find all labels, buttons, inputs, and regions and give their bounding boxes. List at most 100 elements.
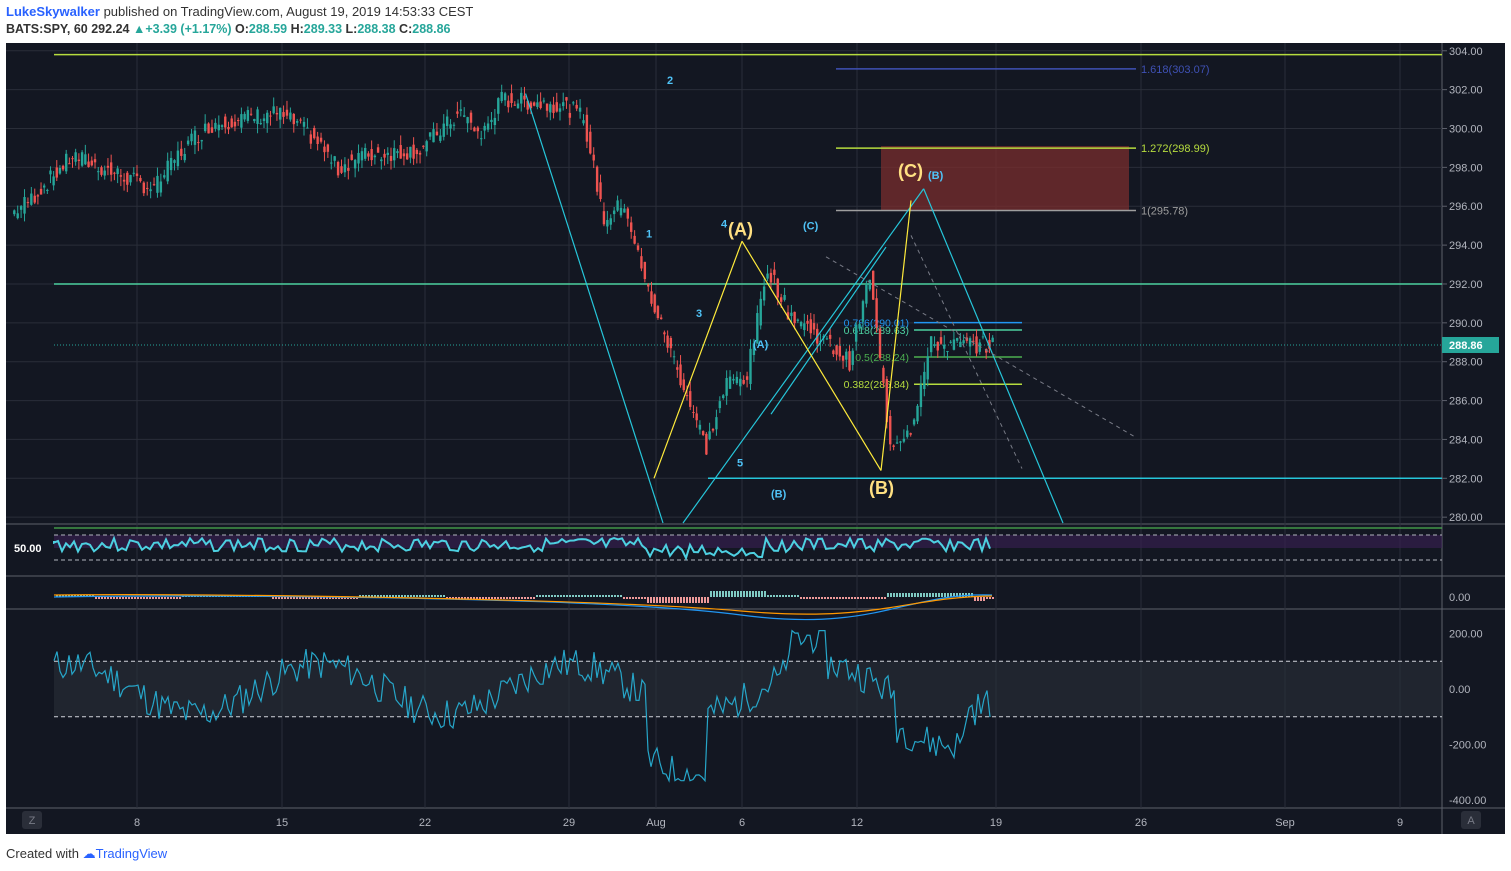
candle-body: [456, 111, 459, 114]
candle-body: [442, 123, 445, 137]
macd-histogram-bar: [365, 595, 367, 597]
candle-body: [539, 101, 542, 109]
candle-body: [353, 159, 357, 169]
candle-body: [77, 159, 81, 161]
macd-histogram-bar: [122, 597, 124, 599]
candle-body: [486, 123, 490, 130]
macd-histogram-bar: [719, 591, 721, 597]
tradingview-link[interactable]: TradingView: [95, 846, 168, 861]
candle-body: [285, 109, 289, 116]
zoom-button[interactable]: [22, 811, 42, 829]
candle-body: [343, 164, 347, 173]
macd-histogram-bar: [941, 593, 943, 597]
macd-histogram-bar: [533, 597, 535, 599]
candle-body: [825, 338, 829, 340]
candle-body: [313, 128, 316, 139]
macd-histogram-bar: [350, 597, 352, 599]
macd-histogram-bar: [863, 597, 865, 599]
macd-histogram-bar: [779, 595, 781, 597]
candle-body: [415, 149, 419, 155]
projection-line: [825, 256, 1137, 438]
candle-body: [336, 162, 340, 176]
candle-body: [902, 438, 906, 442]
candle-body: [679, 364, 682, 386]
macd-histogram-bar: [104, 597, 106, 599]
last-price-label: 288.86: [1449, 340, 1483, 352]
macd-histogram-bar: [452, 597, 454, 599]
macd-histogram-bar: [785, 595, 787, 597]
macd-histogram-bar: [806, 597, 808, 599]
candle-body: [166, 160, 169, 182]
macd-histogram-bar: [788, 595, 790, 597]
candle-body: [972, 340, 975, 342]
macd-histogram-bar: [689, 597, 691, 603]
candle-body: [762, 286, 766, 301]
macd-histogram-bar: [677, 597, 679, 603]
macd-histogram-bar: [302, 597, 304, 599]
candle-body: [299, 119, 302, 121]
macd-histogram-bar: [356, 597, 358, 599]
macd-histogram-bar: [929, 593, 931, 597]
candle-body: [962, 340, 965, 344]
macd-histogram-bar: [167, 597, 169, 599]
macd-histogram-bar: [569, 595, 571, 597]
candle-body: [692, 411, 695, 413]
candle-body: [233, 121, 237, 127]
candle-body: [319, 137, 323, 142]
price-chart[interactable]: 8 15 22 29 Aug 6 12 19 26 Sep 9304.00302.00300.002…: [6, 43, 1505, 834]
macd-histogram-bar: [479, 597, 481, 599]
macd-histogram-bar: [305, 597, 307, 599]
macd-histogram-bar: [116, 597, 118, 599]
macd-histogram-bar: [110, 597, 112, 599]
cci-line: [53, 629, 991, 783]
candle-body: [249, 113, 253, 115]
macd-histogram-bar: [500, 597, 502, 599]
candle-body: [946, 350, 949, 352]
macd-histogram-bar: [842, 597, 844, 599]
macd-histogram-bar: [416, 595, 418, 597]
author-link[interactable]: LukeSkywalker: [6, 4, 100, 19]
macd-histogram-bar: [977, 597, 979, 601]
candle-body: [146, 187, 149, 189]
cci-tick-label: 0.00: [1449, 684, 1470, 696]
macd-histogram-bar: [458, 597, 460, 599]
macd-histogram-bar: [494, 597, 496, 599]
auto-scale-button[interactable]: [1461, 811, 1481, 829]
y-tick-label: 300.00: [1449, 124, 1483, 136]
macd-histogram-bar: [62, 595, 64, 597]
macd-histogram-bar: [614, 595, 616, 597]
candle-body: [752, 343, 756, 356]
candle-body: [449, 124, 452, 129]
candle-body: [565, 97, 568, 101]
macd-histogram-bar: [716, 591, 718, 597]
candle-body: [236, 119, 240, 121]
candle-body: [513, 104, 516, 106]
candle-body: [926, 356, 929, 380]
candle-body: [555, 102, 558, 112]
wave-label-cyan: 1: [646, 228, 652, 240]
candle-body: [875, 298, 878, 328]
candle-body: [469, 112, 473, 123]
macd-histogram-bar: [332, 597, 334, 599]
macd-histogram-bar: [686, 597, 688, 603]
ohlc-line: BATS:SPY, 60 292.24 ▲+3.39 (+1.17%) O:28…: [6, 22, 451, 36]
macd-histogram-bar: [482, 597, 484, 599]
y-tick-label: 294.00: [1449, 240, 1483, 252]
candle-body: [176, 150, 180, 167]
macd-histogram-bar: [329, 597, 331, 599]
candle-body: [61, 165, 65, 170]
candle-body: [609, 218, 612, 225]
macd-histogram-bar: [896, 593, 898, 597]
candle-body: [190, 133, 193, 142]
wave-label-cyan: (B): [928, 170, 944, 182]
candle-body: [790, 312, 793, 316]
macd-histogram-bar: [641, 597, 643, 599]
macd-histogram-bar: [911, 593, 913, 597]
macd-histogram-bar: [587, 595, 589, 597]
y-tick-label: 280.00: [1449, 512, 1483, 524]
macd-histogram-bar: [362, 595, 364, 597]
wave-label-cyan: (C): [803, 221, 819, 233]
candle-body: [939, 337, 943, 344]
macd-histogram-bar: [179, 597, 181, 599]
macd-histogram-bar: [299, 597, 301, 599]
